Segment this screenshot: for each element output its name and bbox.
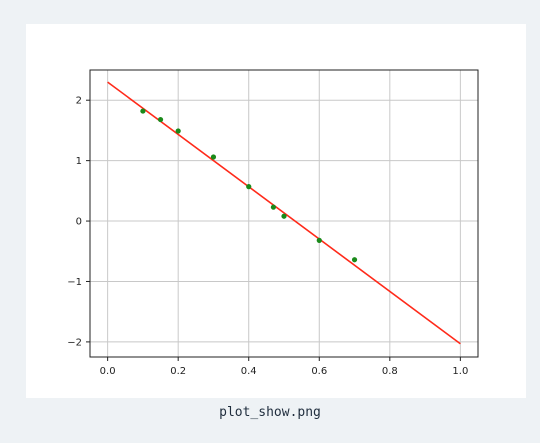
data-point bbox=[157, 116, 164, 123]
data-point bbox=[140, 108, 146, 114]
fit-line-group bbox=[107, 81, 461, 345]
grid bbox=[90, 70, 478, 357]
y-tick-label: −1 bbox=[67, 277, 82, 288]
x-tick-label: 0.2 bbox=[170, 366, 186, 377]
data-point bbox=[175, 128, 181, 134]
x-tick-label: 1.0 bbox=[452, 366, 468, 377]
image-caption: plot_show.png bbox=[219, 405, 321, 420]
data-point bbox=[246, 184, 252, 190]
data-point bbox=[316, 237, 322, 243]
x-tick-label: 0.6 bbox=[311, 366, 327, 377]
data-point bbox=[281, 213, 287, 219]
y-tick-label: 1 bbox=[76, 156, 82, 167]
fit-line bbox=[107, 81, 461, 345]
chart: 0.0 0.2 0.4 0.6 0.8 1.0 2 1 0 −1 −2 bbox=[67, 69, 479, 377]
x-tick-label: 0.4 bbox=[241, 366, 257, 377]
data-point bbox=[270, 204, 277, 210]
axis-ticks bbox=[86, 99, 461, 361]
figure-frame: 0.0 0.2 0.4 0.6 0.8 1.0 2 1 0 −1 −2 bbox=[26, 24, 526, 398]
data-points-group bbox=[140, 108, 358, 263]
y-tick-label: 2 bbox=[76, 96, 82, 107]
y-tick-label: −2 bbox=[67, 337, 82, 348]
x-tick-label: 0.0 bbox=[100, 366, 116, 377]
data-point bbox=[210, 154, 217, 160]
x-tick-label: 0.8 bbox=[382, 366, 398, 377]
y-tick-label: 0 bbox=[76, 217, 82, 228]
data-point bbox=[351, 257, 358, 263]
plot-border bbox=[89, 69, 479, 358]
tick-labels: 0.0 0.2 0.4 0.6 0.8 1.0 2 1 0 −1 −2 bbox=[67, 96, 468, 377]
